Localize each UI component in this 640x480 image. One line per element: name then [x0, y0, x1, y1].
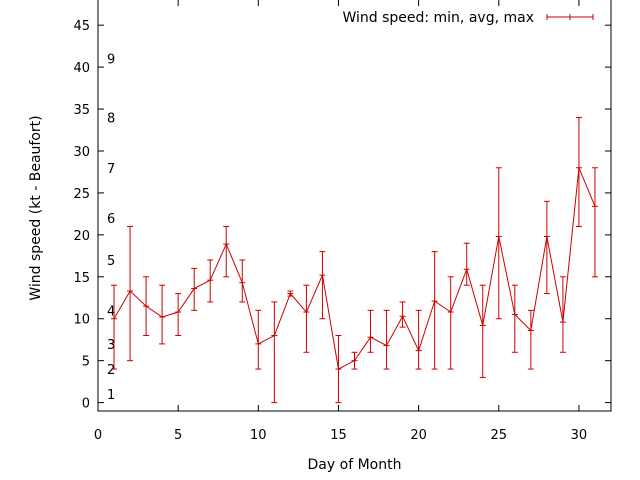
x-tick-label: 15: [330, 428, 347, 443]
x-axis-title: Day of Month: [308, 457, 402, 473]
y-tick-label: 30: [73, 145, 90, 160]
x-tick-label: 10: [250, 428, 267, 443]
x-tick-label: 0: [94, 428, 102, 443]
plot-frame: [97, 0, 612, 412]
y-axis-title: Wind speed (kt - Beaufort): [28, 115, 44, 300]
beaufort-label: 7: [107, 162, 115, 177]
beaufort-label: 5: [107, 254, 115, 269]
y-tick-label: 0: [82, 397, 90, 412]
legend: Wind speed: min, avg, max: [342, 10, 594, 26]
beaufort-label: 2: [107, 363, 115, 378]
legend-sample: [546, 14, 594, 20]
beaufort-label: 4: [107, 304, 115, 319]
beaufort-label: 6: [107, 212, 115, 227]
beaufort-label: 8: [107, 111, 115, 126]
legend-label: Wind speed: min, avg, max: [342, 10, 534, 26]
y-tick-label: 35: [73, 103, 90, 118]
y-tick-label: 25: [73, 187, 90, 202]
beaufort-label: 3: [107, 338, 115, 353]
y-tick-label: 45: [73, 19, 90, 34]
beaufort-scale: 1 2 3 4 5 6 7 8 9: [107, 53, 115, 404]
beaufort-label: 1: [107, 388, 115, 403]
beaufort-label: 9: [107, 53, 115, 68]
y-tick-label: 5: [82, 355, 90, 370]
y-tick-label: 40: [73, 61, 90, 76]
x-tick-label: 5: [174, 428, 182, 443]
y-tick-label: 20: [73, 229, 90, 244]
y-tick-label: 10: [73, 313, 90, 328]
series-group: [111, 116, 598, 404]
x-tick-label: 25: [491, 428, 508, 443]
y-tick-label: 15: [73, 271, 90, 286]
x-tick-label: 30: [571, 428, 588, 443]
x-tick-label: 20: [410, 428, 427, 443]
